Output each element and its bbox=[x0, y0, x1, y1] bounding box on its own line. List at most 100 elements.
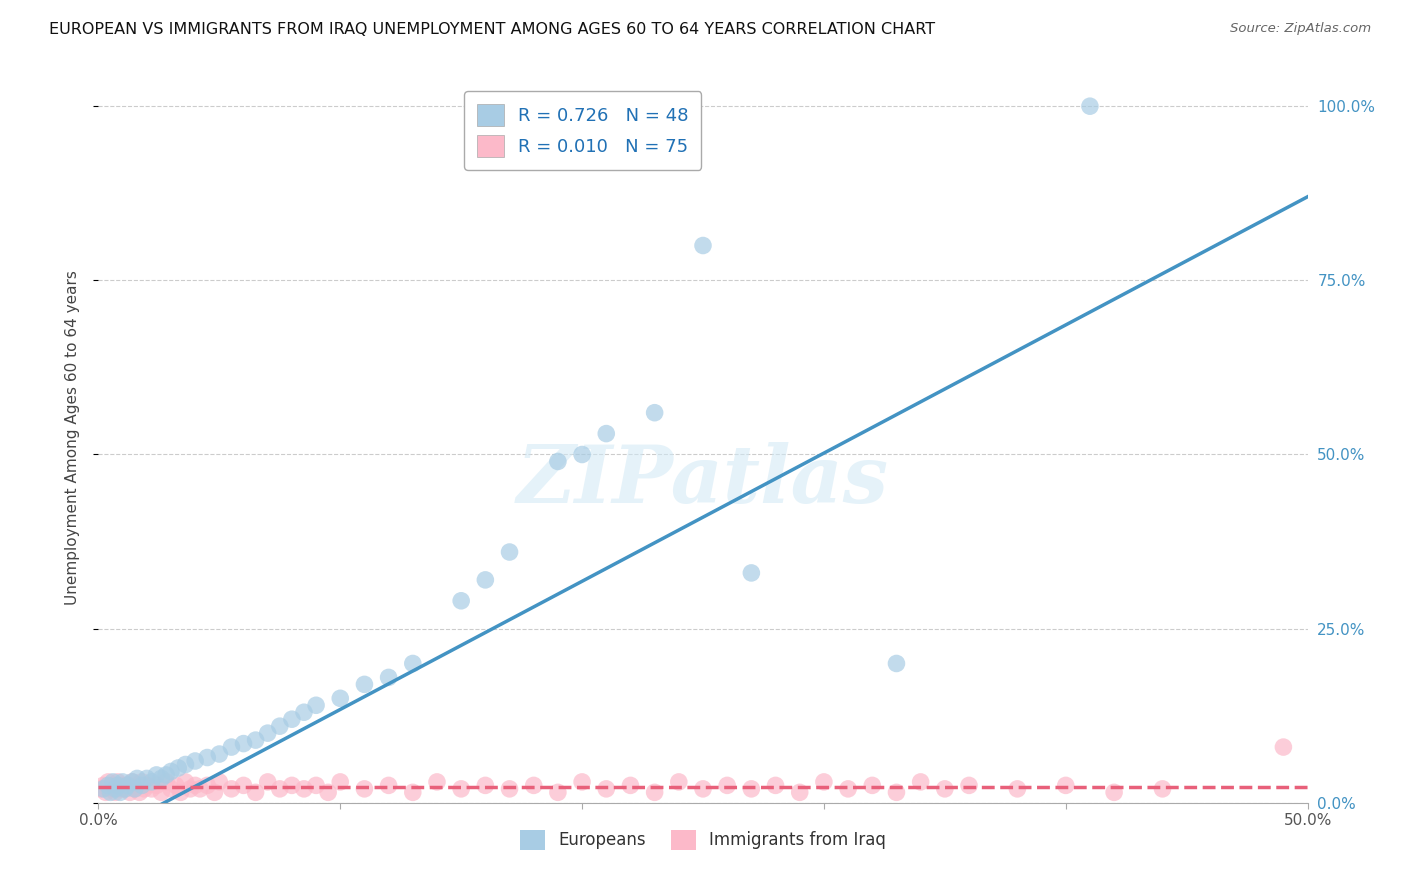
Point bbox=[184, 778, 207, 792]
Point bbox=[644, 406, 666, 420]
Point bbox=[155, 775, 177, 789]
Point bbox=[740, 781, 762, 796]
Point bbox=[595, 426, 617, 441]
Point bbox=[232, 778, 254, 792]
Point bbox=[141, 781, 163, 796]
Point bbox=[547, 785, 569, 799]
Point bbox=[450, 781, 472, 796]
Point bbox=[131, 775, 153, 789]
Point bbox=[305, 698, 328, 713]
Point bbox=[571, 775, 593, 789]
Point bbox=[118, 785, 141, 799]
Point bbox=[292, 705, 315, 719]
Legend: Europeans, Immigrants from Iraq: Europeans, Immigrants from Iraq bbox=[513, 823, 893, 856]
Point bbox=[135, 772, 157, 786]
Point bbox=[91, 781, 114, 796]
Point bbox=[90, 781, 112, 796]
Point bbox=[886, 785, 908, 799]
Point bbox=[269, 781, 291, 796]
Point bbox=[292, 781, 315, 796]
Text: ZIPatlas: ZIPatlas bbox=[517, 442, 889, 520]
Point bbox=[121, 775, 143, 789]
Point bbox=[155, 768, 177, 782]
Point bbox=[117, 778, 139, 792]
Point bbox=[145, 778, 167, 792]
Point bbox=[204, 785, 226, 799]
Point bbox=[450, 594, 472, 608]
Point bbox=[97, 775, 120, 789]
Point bbox=[269, 719, 291, 733]
Point bbox=[94, 785, 117, 799]
Point bbox=[402, 657, 425, 671]
Point bbox=[169, 785, 191, 799]
Point bbox=[145, 768, 167, 782]
Point bbox=[1007, 781, 1029, 796]
Point bbox=[150, 785, 173, 799]
Point bbox=[108, 785, 131, 799]
Point bbox=[91, 778, 114, 792]
Point bbox=[256, 775, 278, 789]
Point bbox=[107, 775, 129, 789]
Point bbox=[150, 772, 173, 786]
Point bbox=[910, 775, 932, 789]
Point bbox=[184, 754, 207, 768]
Point bbox=[860, 778, 883, 792]
Point bbox=[104, 781, 127, 796]
Point bbox=[692, 238, 714, 252]
Point bbox=[245, 785, 267, 799]
Point bbox=[100, 781, 122, 796]
Point bbox=[245, 733, 267, 747]
Point bbox=[221, 781, 243, 796]
Point bbox=[329, 691, 352, 706]
Point bbox=[789, 785, 811, 799]
Point bbox=[104, 785, 127, 799]
Point bbox=[232, 737, 254, 751]
Point bbox=[474, 573, 496, 587]
Point bbox=[619, 778, 641, 792]
Point bbox=[101, 778, 124, 792]
Point bbox=[127, 772, 149, 786]
Point bbox=[114, 781, 136, 796]
Point bbox=[208, 747, 231, 761]
Point bbox=[111, 778, 134, 792]
Text: Source: ZipAtlas.com: Source: ZipAtlas.com bbox=[1230, 22, 1371, 36]
Point bbox=[1152, 781, 1174, 796]
Point bbox=[498, 781, 520, 796]
Point bbox=[353, 781, 375, 796]
Point bbox=[124, 781, 146, 796]
Point bbox=[121, 775, 143, 789]
Point bbox=[174, 757, 197, 772]
Point bbox=[595, 781, 617, 796]
Point bbox=[402, 785, 425, 799]
Point bbox=[692, 781, 714, 796]
Point bbox=[837, 781, 859, 796]
Point bbox=[353, 677, 375, 691]
Y-axis label: Unemployment Among Ages 60 to 64 years: Unemployment Among Ages 60 to 64 years bbox=[65, 269, 80, 605]
Point bbox=[281, 778, 304, 792]
Point bbox=[107, 778, 129, 792]
Point bbox=[329, 775, 352, 789]
Point bbox=[377, 778, 399, 792]
Point bbox=[316, 785, 339, 799]
Point bbox=[195, 778, 218, 792]
Point bbox=[474, 778, 496, 792]
Point bbox=[957, 778, 980, 792]
Point bbox=[111, 775, 134, 789]
Point bbox=[1054, 778, 1077, 792]
Point bbox=[281, 712, 304, 726]
Point bbox=[128, 785, 150, 799]
Point bbox=[208, 775, 231, 789]
Point bbox=[305, 778, 328, 792]
Point bbox=[160, 781, 183, 796]
Point bbox=[195, 750, 218, 764]
Point bbox=[498, 545, 520, 559]
Point bbox=[134, 781, 156, 796]
Point bbox=[174, 775, 197, 789]
Point bbox=[221, 740, 243, 755]
Point bbox=[377, 670, 399, 684]
Point bbox=[765, 778, 787, 792]
Point bbox=[141, 775, 163, 789]
Point bbox=[108, 781, 131, 796]
Point bbox=[100, 785, 122, 799]
Point bbox=[426, 775, 449, 789]
